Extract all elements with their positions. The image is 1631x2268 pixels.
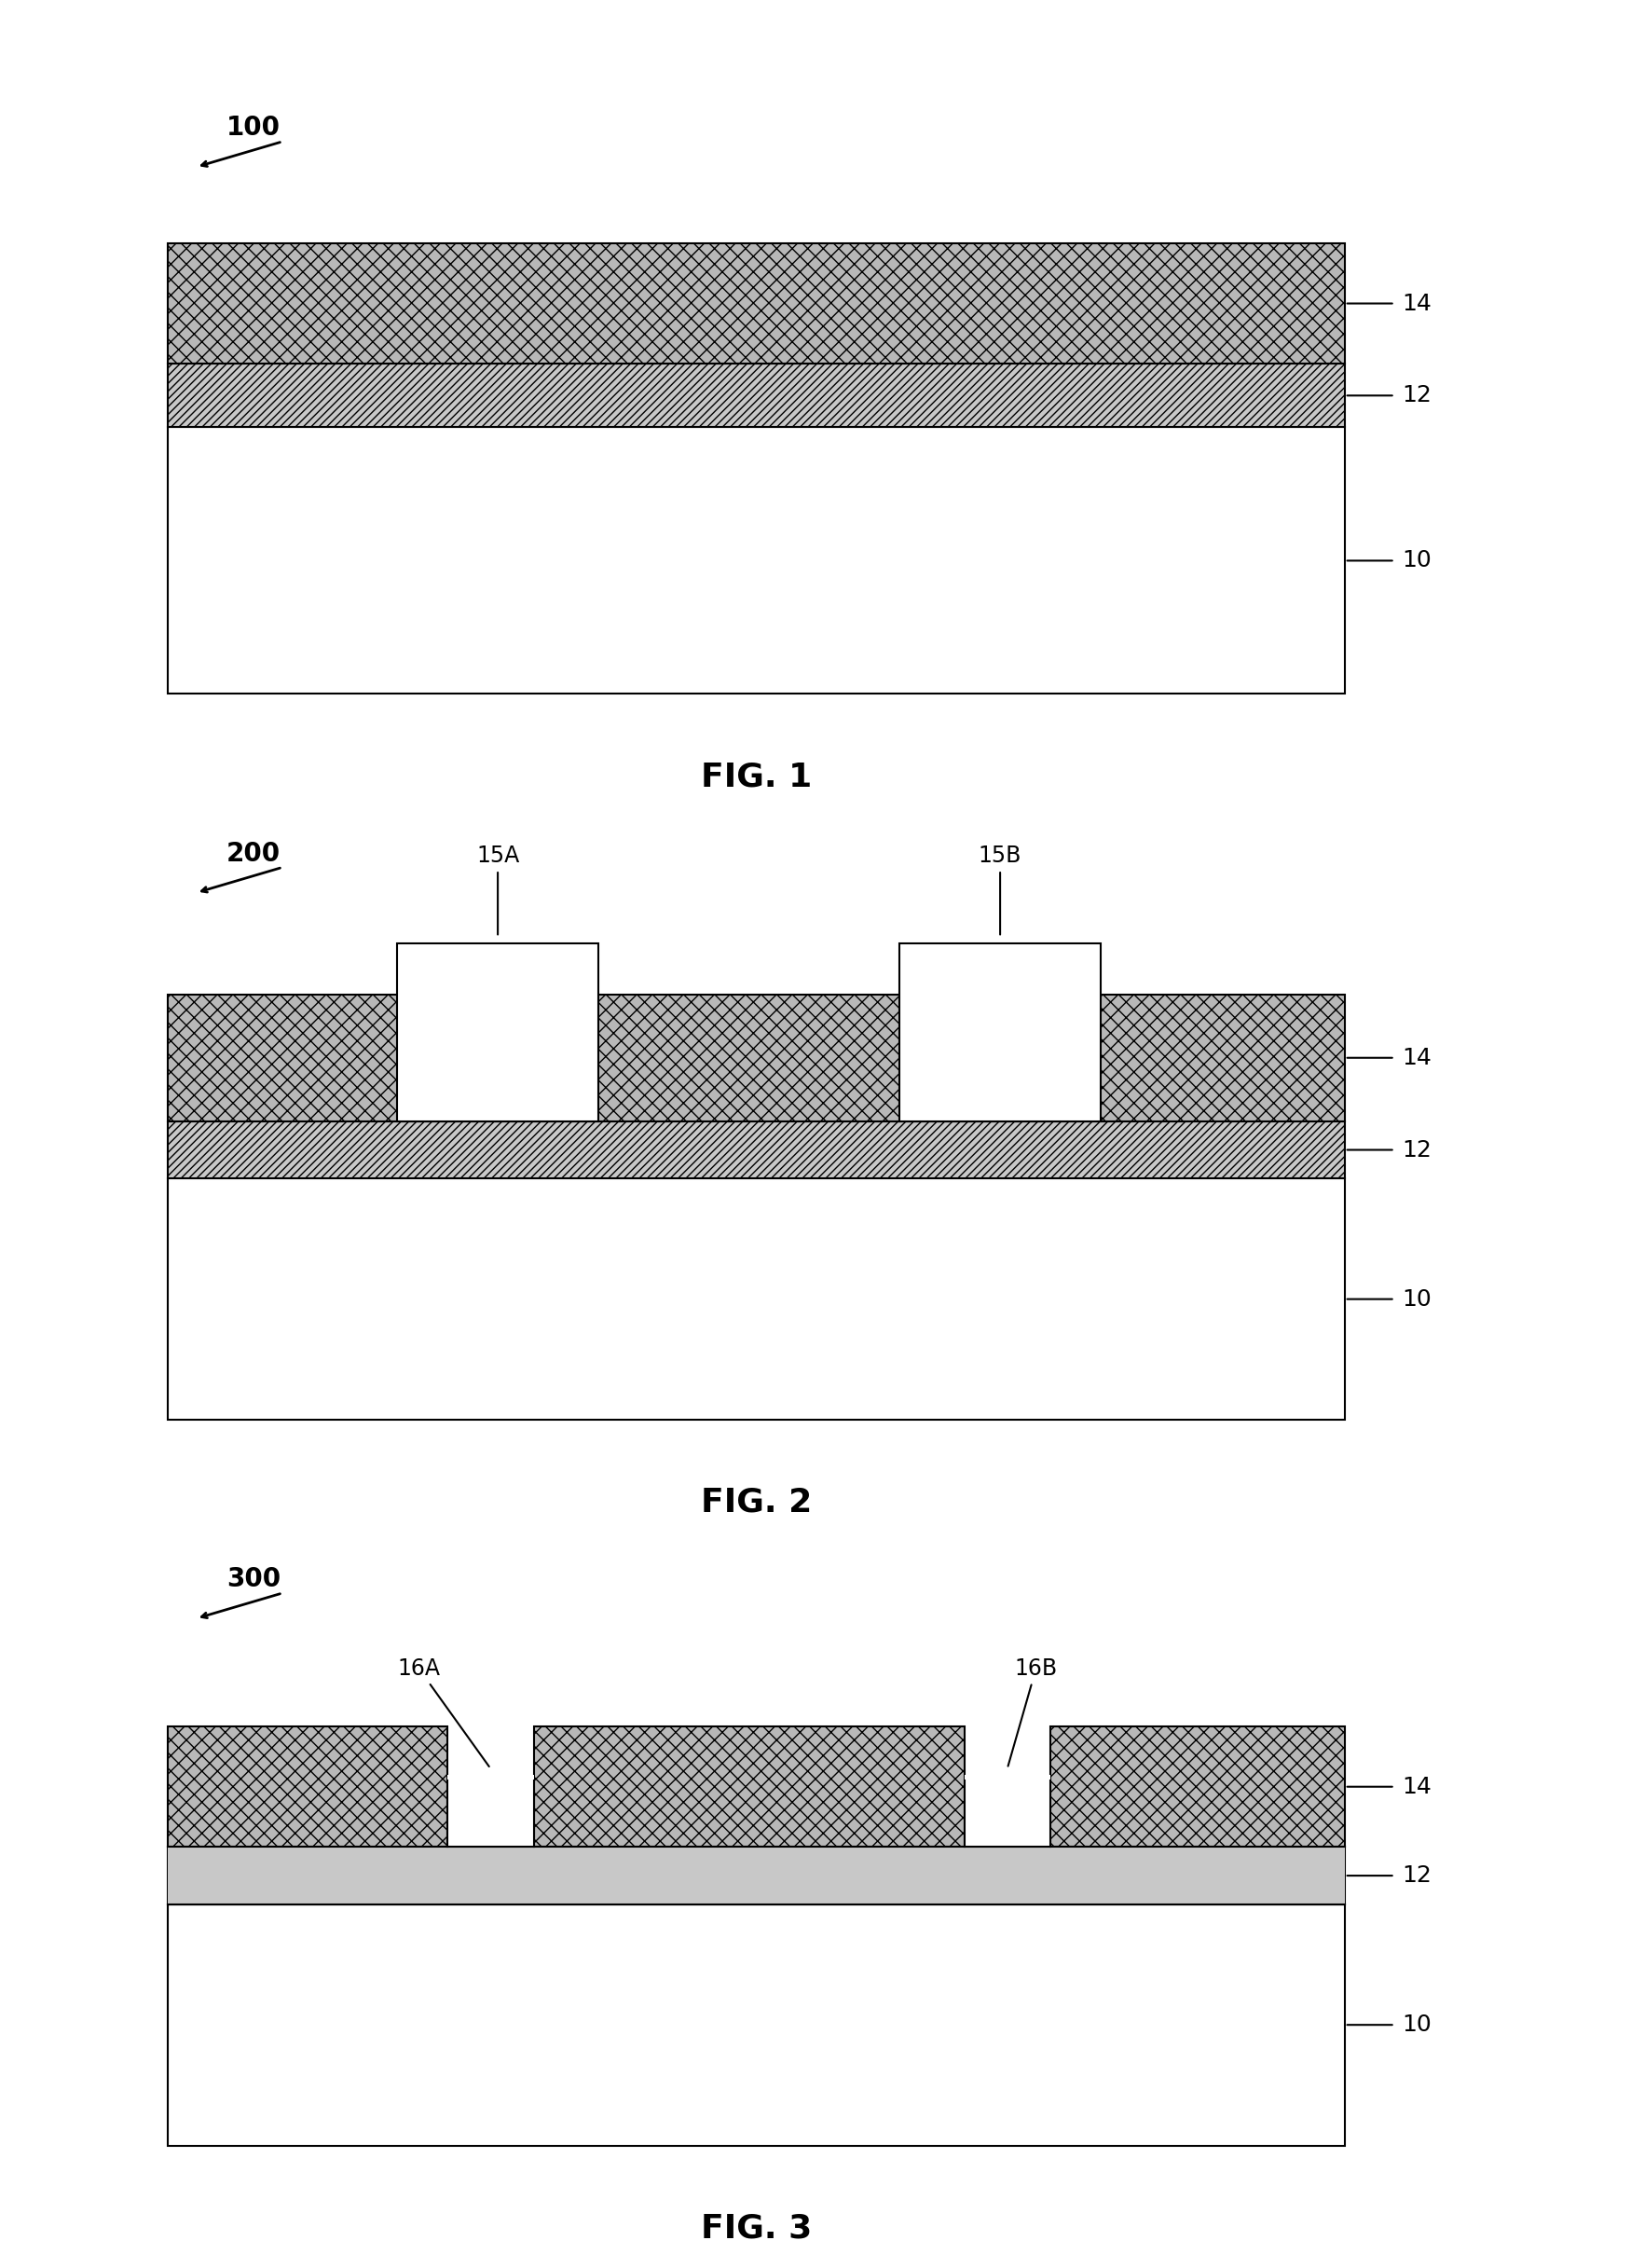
Text: FIG. 2: FIG. 2: [701, 1486, 812, 1517]
Text: 200: 200: [227, 841, 281, 866]
Text: 14: 14: [1403, 1046, 1432, 1068]
Text: 14: 14: [1403, 1776, 1432, 1799]
FancyBboxPatch shape: [168, 1726, 447, 1846]
FancyBboxPatch shape: [168, 243, 1344, 363]
Text: 14: 14: [1403, 293, 1432, 315]
FancyBboxPatch shape: [964, 1774, 1050, 1846]
FancyBboxPatch shape: [1050, 1726, 1344, 1846]
Text: 15A: 15A: [476, 846, 519, 934]
FancyBboxPatch shape: [398, 943, 599, 1120]
Text: 12: 12: [1403, 383, 1432, 406]
Text: 12: 12: [1403, 1139, 1432, 1161]
FancyBboxPatch shape: [168, 993, 1344, 1120]
FancyBboxPatch shape: [533, 1726, 964, 1846]
FancyBboxPatch shape: [900, 943, 1101, 1120]
Text: 10: 10: [1403, 2014, 1432, 2037]
FancyBboxPatch shape: [168, 426, 1344, 694]
FancyBboxPatch shape: [447, 1774, 533, 1846]
FancyBboxPatch shape: [168, 1905, 1344, 2146]
FancyBboxPatch shape: [168, 1179, 1344, 1420]
Text: 300: 300: [227, 1567, 281, 1592]
Text: 12: 12: [1403, 1864, 1432, 1887]
FancyBboxPatch shape: [168, 1120, 1344, 1179]
Text: FIG. 1: FIG. 1: [701, 760, 812, 792]
FancyBboxPatch shape: [168, 1846, 1344, 1905]
FancyBboxPatch shape: [168, 1846, 1344, 1905]
Text: 10: 10: [1403, 549, 1432, 572]
Text: FIG. 3: FIG. 3: [701, 2211, 812, 2243]
Text: 15B: 15B: [979, 846, 1021, 934]
Text: 100: 100: [227, 116, 281, 141]
Text: 16A: 16A: [398, 1658, 489, 1767]
Text: 10: 10: [1403, 1288, 1432, 1311]
FancyBboxPatch shape: [168, 363, 1344, 426]
Text: 16B: 16B: [1008, 1658, 1057, 1767]
